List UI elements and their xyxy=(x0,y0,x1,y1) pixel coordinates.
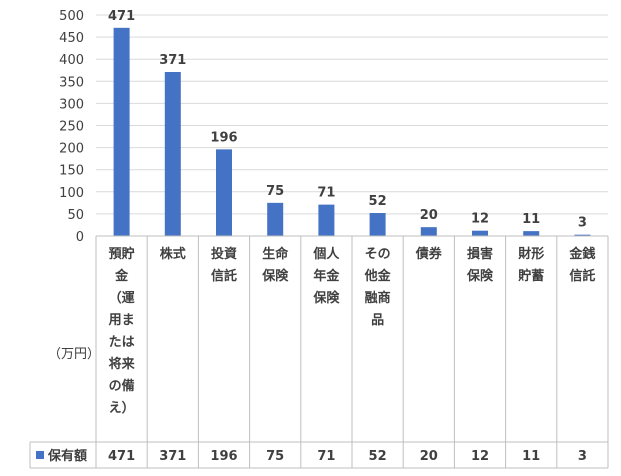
category-label-6: 債券 xyxy=(415,246,443,262)
category-line-8-0: 財形 xyxy=(517,246,544,262)
category-line-3-0: 生命 xyxy=(262,246,289,262)
category-line-0-5: 将来 xyxy=(109,356,136,372)
category-line-4-0: 個人 xyxy=(312,246,340,262)
table-value-7: 12 xyxy=(471,449,489,464)
category-line-4-1: 年金 xyxy=(313,268,340,284)
y-tick-label-200: 200 xyxy=(59,142,84,157)
category-line-0-2: （運 xyxy=(109,290,135,306)
y-tick-label-350: 350 xyxy=(59,75,84,90)
legend-label: 保有額 xyxy=(47,448,87,464)
table-value-6: 20 xyxy=(420,449,438,464)
data-label-3: 75 xyxy=(266,184,284,199)
category-line-0-4: たは xyxy=(109,335,135,350)
category-line-5-1: 他金 xyxy=(364,268,392,284)
y-tick-label-150: 150 xyxy=(59,164,84,179)
bar-4 xyxy=(318,204,335,236)
table-value-4: 71 xyxy=(317,449,335,464)
category-label-1: 株式 xyxy=(160,246,186,262)
legend: 保有額 xyxy=(36,448,87,464)
data-label-7: 12 xyxy=(471,212,489,227)
bar-2 xyxy=(216,149,232,236)
category-line-0-3: 用ま xyxy=(108,313,135,328)
bar-6 xyxy=(420,227,437,236)
bar-series xyxy=(113,27,591,237)
category-line-8-1: 貯蓄 xyxy=(518,268,544,284)
category-line-0-7: え） xyxy=(109,400,135,416)
data-label-9: 3 xyxy=(578,216,587,231)
y-tick-label-0: 0 xyxy=(76,230,84,245)
category-line-7-1: 保険 xyxy=(466,268,494,284)
category-line-4-2: 保険 xyxy=(312,290,340,306)
category-line-2-1: 信託 xyxy=(211,268,237,284)
bar-0 xyxy=(113,27,130,237)
y-axis: 0 50 100 150 200 250 300 350 400 450 500 xyxy=(59,9,84,245)
bar-3 xyxy=(267,202,284,236)
bar-8 xyxy=(523,231,540,236)
category-line-1-0: 株式 xyxy=(160,246,186,262)
category-line-0-1: 金 xyxy=(114,268,129,284)
y-tick-label-400: 400 xyxy=(59,53,84,68)
y-tick-label-300: 300 xyxy=(59,97,84,112)
table-value-3: 75 xyxy=(266,449,284,464)
y-tick-label-250: 250 xyxy=(59,120,84,135)
data-label-6: 20 xyxy=(420,208,438,223)
category-line-9-0: 金銭 xyxy=(568,246,595,262)
data-label-0: 471 xyxy=(108,9,135,24)
bar-7 xyxy=(472,230,488,236)
category-line-5-2: 融商 xyxy=(365,290,391,306)
y-tick-label-50: 50 xyxy=(67,208,84,223)
table-value-0: 471 xyxy=(108,449,135,464)
category-line-0-6: の備 xyxy=(109,378,135,394)
data-labels: 471 371 196 75 71 52 20 12 11 3 xyxy=(108,9,587,231)
table-value-2: 196 xyxy=(210,449,237,464)
data-label-2: 196 xyxy=(210,130,237,145)
category-line-5-3: 品 xyxy=(371,313,384,328)
category-line-3-1: 保険 xyxy=(261,268,289,284)
table-value-1: 371 xyxy=(159,449,186,464)
unit-label: （万円） xyxy=(48,347,100,362)
gridlines xyxy=(96,14,608,215)
y-tick-label-500: 500 xyxy=(59,9,84,24)
data-label-8: 11 xyxy=(522,212,540,227)
bar-9 xyxy=(574,234,591,236)
table-value-8: 11 xyxy=(522,449,540,464)
table-value-5: 52 xyxy=(369,449,387,464)
category-line-6-0: 債券 xyxy=(415,246,443,262)
category-line-9-1: 信託 xyxy=(569,268,595,284)
y-tick-label-100: 100 xyxy=(59,186,84,201)
bar-1 xyxy=(164,72,181,236)
data-label-4: 71 xyxy=(317,186,335,201)
bar-5 xyxy=(369,213,386,236)
y-tick-label-450: 450 xyxy=(59,31,84,46)
category-line-2-0: 投資 xyxy=(211,246,237,262)
table-value-9: 3 xyxy=(578,449,587,464)
category-line-7-0: 損害 xyxy=(467,246,493,262)
data-label-5: 52 xyxy=(369,194,387,209)
category-line-0-0: 預貯 xyxy=(109,246,135,262)
data-label-1: 371 xyxy=(159,53,186,68)
category-line-5-0: その xyxy=(365,247,391,262)
legend-swatch xyxy=(36,451,44,459)
